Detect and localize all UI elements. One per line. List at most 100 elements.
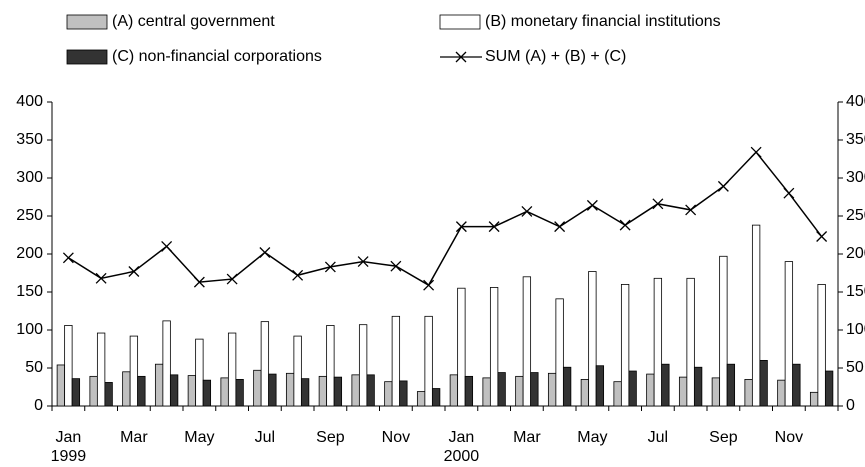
line-marker: [488, 221, 500, 233]
bar: [89, 375, 98, 407]
bar: [104, 382, 113, 407]
bar: [661, 363, 670, 407]
bar: [129, 335, 139, 407]
bar: [784, 261, 794, 407]
bar: [154, 363, 164, 407]
line-marker: [226, 273, 238, 285]
y-tick-label: 100: [16, 321, 43, 338]
bar: [162, 320, 171, 407]
line-marker: [816, 231, 828, 242]
bar: [351, 374, 360, 407]
legend-label: (C) non-financial corporations: [112, 48, 322, 65]
line: [67, 151, 823, 287]
y-tick-label: 50: [25, 359, 43, 376]
bar: [300, 378, 310, 407]
line-marker: [193, 276, 205, 288]
bar: [253, 369, 262, 407]
line-marker: [62, 252, 74, 264]
bar: [449, 374, 459, 407]
line-marker: [455, 221, 467, 233]
legend-label: SUM (A) + (B) + (C): [485, 48, 626, 65]
bar: [653, 277, 663, 407]
line-marker: [750, 146, 762, 158]
line-marker: [95, 272, 107, 284]
bar: [646, 373, 655, 407]
legend-label: (B) monetary financial institutions: [485, 13, 721, 30]
line-marker: [423, 279, 435, 291]
bar: [580, 378, 590, 407]
bar: [202, 379, 212, 407]
bar: [64, 325, 73, 407]
bar: [522, 276, 532, 407]
y2-tick-label: 200: [846, 245, 865, 262]
bar: [71, 378, 81, 407]
y2-tick-label: 300: [846, 169, 865, 186]
x-tick-label: Mar: [120, 429, 148, 446]
bar: [555, 298, 564, 407]
bar: [719, 255, 728, 407]
y2-tick-label: 0: [846, 397, 855, 414]
bar: [613, 381, 622, 407]
bar: [595, 365, 605, 407]
bar: [195, 338, 204, 407]
x-tick-label: Jan 1999: [50, 429, 87, 465]
y-tick-label: 0: [34, 397, 43, 414]
bar: [693, 366, 703, 407]
bar: [726, 363, 736, 407]
bar: [56, 364, 66, 407]
bar: [318, 375, 328, 407]
bar: [366, 374, 375, 407]
x-tick-label: Sep: [709, 429, 738, 446]
bar: [620, 283, 630, 407]
bar: [530, 372, 539, 407]
legend-label: (A) central government: [112, 13, 275, 30]
x-tick-label: Nov: [774, 429, 804, 446]
line-marker: [586, 199, 598, 211]
bar: [169, 374, 179, 407]
bar: [744, 378, 753, 407]
bar: [424, 315, 433, 407]
y2-tick-label: 400: [846, 93, 865, 110]
bar: [588, 271, 597, 407]
bar: [285, 372, 295, 407]
y-tick-label: 150: [16, 283, 43, 300]
y2-tick-label: 50: [846, 359, 864, 376]
bar: [824, 370, 834, 407]
bar: [293, 335, 302, 407]
bar: [96, 332, 106, 407]
legend-swatch: [66, 14, 108, 30]
bar: [384, 381, 393, 407]
bar: [792, 363, 801, 407]
bar: [777, 379, 786, 407]
bar: [751, 224, 761, 407]
y2-tick-label: 350: [846, 131, 865, 148]
y-tick-label: 350: [16, 131, 43, 148]
line-marker: [783, 187, 795, 199]
bar: [711, 377, 721, 407]
x-tick-label: May: [184, 429, 215, 446]
line-marker: [717, 180, 729, 192]
x-tick-label: May: [577, 429, 608, 446]
line-marker: [521, 205, 533, 217]
bar: [333, 376, 343, 407]
bar: [260, 321, 270, 407]
x-tick-label: Jul: [647, 429, 669, 446]
bar: [817, 283, 826, 407]
bar: [187, 375, 197, 407]
bar: [431, 388, 441, 407]
line-marker: [619, 219, 631, 231]
bar: [464, 375, 474, 407]
x-tick-label: Mar: [513, 429, 541, 446]
bar: [686, 277, 695, 407]
legend-swatch: [439, 14, 481, 30]
line-marker: [554, 221, 566, 233]
legend-marker: [455, 51, 467, 63]
bar: [482, 377, 491, 407]
bar: [235, 378, 244, 407]
bar: [268, 373, 277, 407]
bar: [515, 375, 524, 407]
y2-tick-label: 250: [846, 207, 865, 224]
bar: [227, 332, 237, 407]
